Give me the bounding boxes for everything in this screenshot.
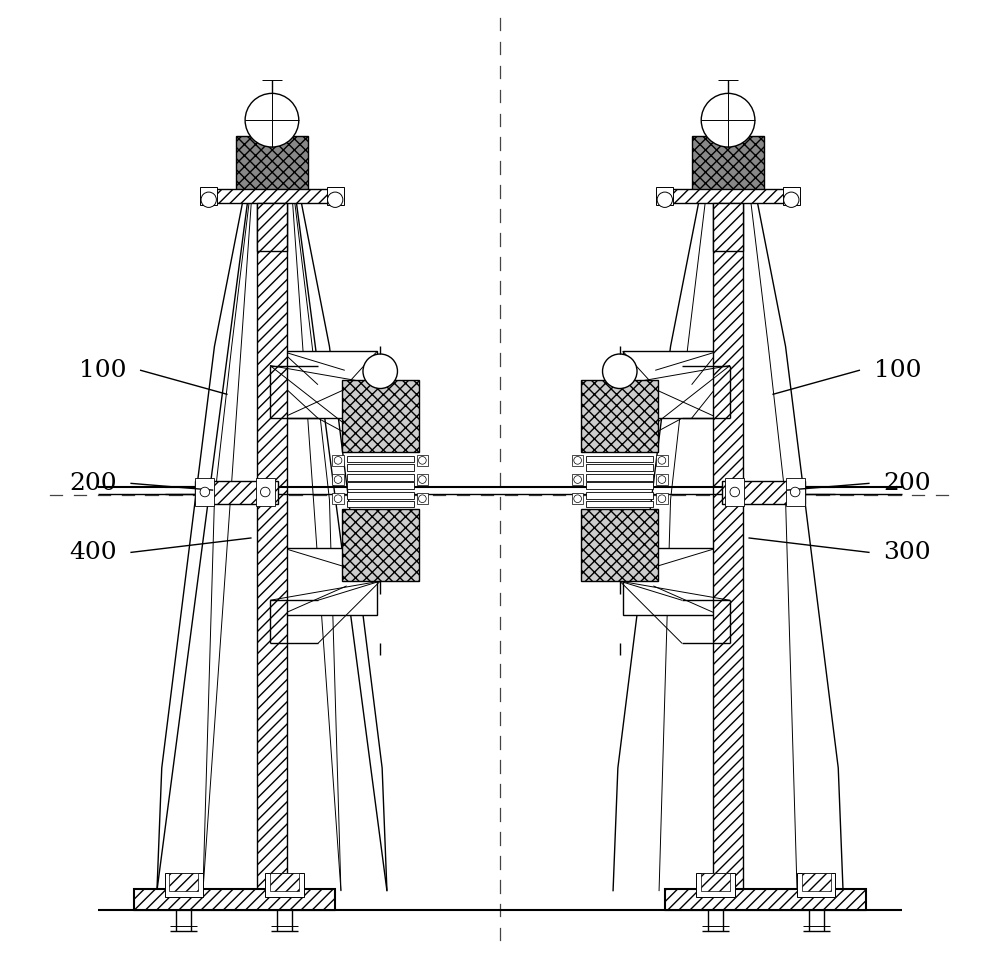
Bar: [665, 889, 866, 910]
Bar: [165, 874, 203, 898]
Bar: [725, 478, 744, 506]
Bar: [214, 189, 329, 203]
Bar: [572, 474, 583, 485]
Bar: [656, 455, 668, 466]
Bar: [581, 509, 658, 581]
Circle shape: [784, 192, 799, 208]
Circle shape: [334, 476, 342, 483]
Bar: [417, 455, 428, 466]
Bar: [282, 548, 377, 615]
Bar: [722, 480, 805, 505]
Bar: [581, 380, 658, 452]
Text: 300: 300: [883, 541, 931, 564]
Bar: [786, 478, 805, 506]
Bar: [701, 874, 730, 891]
Bar: [586, 501, 653, 507]
Bar: [134, 889, 335, 910]
Bar: [586, 456, 653, 462]
Bar: [797, 874, 835, 898]
Circle shape: [201, 192, 216, 208]
Bar: [656, 493, 668, 505]
Bar: [347, 456, 414, 462]
Circle shape: [658, 476, 666, 483]
Bar: [347, 482, 414, 489]
Circle shape: [658, 495, 666, 503]
Bar: [671, 189, 786, 203]
Bar: [265, 874, 304, 898]
Bar: [257, 203, 287, 251]
Circle shape: [574, 456, 581, 464]
Bar: [256, 478, 275, 506]
Circle shape: [260, 487, 270, 497]
Bar: [347, 492, 414, 499]
Bar: [332, 474, 344, 485]
Bar: [586, 474, 653, 480]
Bar: [713, 140, 743, 898]
Circle shape: [419, 495, 426, 503]
Text: 100: 100: [874, 358, 921, 382]
Bar: [270, 874, 299, 891]
Circle shape: [419, 476, 426, 483]
Bar: [195, 478, 214, 506]
Circle shape: [574, 495, 581, 503]
Text: 100: 100: [79, 358, 126, 382]
Circle shape: [334, 456, 342, 464]
Bar: [332, 455, 344, 466]
Bar: [696, 874, 735, 898]
Bar: [783, 187, 800, 205]
Bar: [692, 136, 764, 193]
Bar: [586, 492, 653, 499]
Circle shape: [574, 476, 581, 483]
Text: 200: 200: [69, 472, 117, 495]
Circle shape: [657, 192, 672, 208]
Circle shape: [603, 354, 637, 388]
Bar: [257, 140, 287, 898]
Bar: [656, 474, 668, 485]
Bar: [347, 474, 414, 480]
Bar: [200, 187, 217, 205]
Bar: [332, 493, 344, 505]
Bar: [327, 187, 344, 205]
Circle shape: [334, 495, 342, 503]
Circle shape: [790, 487, 800, 497]
Circle shape: [658, 456, 666, 464]
Bar: [656, 187, 673, 205]
Circle shape: [730, 487, 740, 497]
Bar: [623, 548, 718, 615]
Bar: [802, 874, 831, 891]
Bar: [342, 380, 419, 452]
Text: 200: 200: [883, 472, 931, 495]
Bar: [572, 455, 583, 466]
Circle shape: [419, 456, 426, 464]
Circle shape: [200, 487, 210, 497]
Bar: [417, 493, 428, 505]
Bar: [236, 136, 308, 193]
Bar: [586, 464, 653, 471]
Circle shape: [328, 192, 343, 208]
Circle shape: [363, 354, 397, 388]
Bar: [713, 203, 743, 251]
Bar: [417, 474, 428, 485]
Bar: [169, 874, 198, 891]
Bar: [623, 351, 718, 418]
Text: 400: 400: [69, 541, 117, 564]
Bar: [586, 482, 653, 489]
Bar: [347, 464, 414, 471]
Bar: [342, 509, 419, 581]
Bar: [195, 480, 278, 505]
Circle shape: [245, 93, 299, 147]
Bar: [282, 351, 377, 418]
Bar: [347, 501, 414, 507]
Circle shape: [701, 93, 755, 147]
Bar: [572, 493, 583, 505]
